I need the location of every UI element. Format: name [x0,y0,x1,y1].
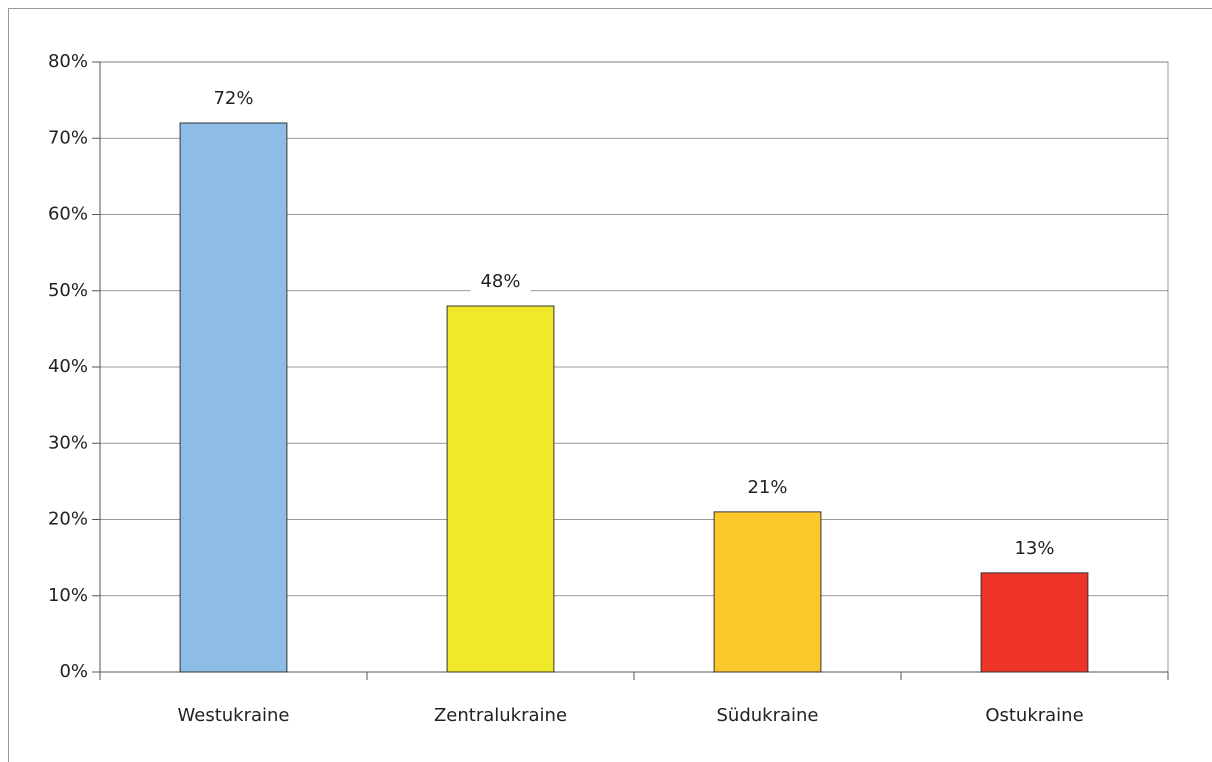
y-tick-label: 40% [48,356,88,377]
value-label-bg [470,270,531,294]
y-tick-label: 0% [59,661,88,682]
bar [980,572,1089,673]
value-label-bg [737,475,798,500]
value-label: 13% [1014,538,1054,559]
x-tick-label: Ostukraine [985,705,1083,726]
frame [8,8,1212,762]
y-tick-label: 80% [48,51,88,72]
x-tick-label: Südukraine [716,705,818,726]
value-label-bg [1004,536,1065,561]
value-label: 21% [747,477,787,498]
value-label: 48% [480,271,520,292]
bar [446,305,555,673]
y-tick-label: 10% [48,585,88,606]
y-tick-label: 30% [48,432,88,453]
y-tick-label: 60% [48,204,88,225]
bar [713,511,822,673]
value-label-bg [203,87,264,111]
y-tick-label: 70% [48,127,88,148]
y-tick-label: 20% [48,509,88,530]
y-tick-label: 50% [48,280,88,301]
x-tick-label: Westukraine [178,705,290,726]
value-label: 72% [213,88,253,109]
bar [179,122,288,673]
x-tick-label: Zentralukraine [434,705,567,726]
